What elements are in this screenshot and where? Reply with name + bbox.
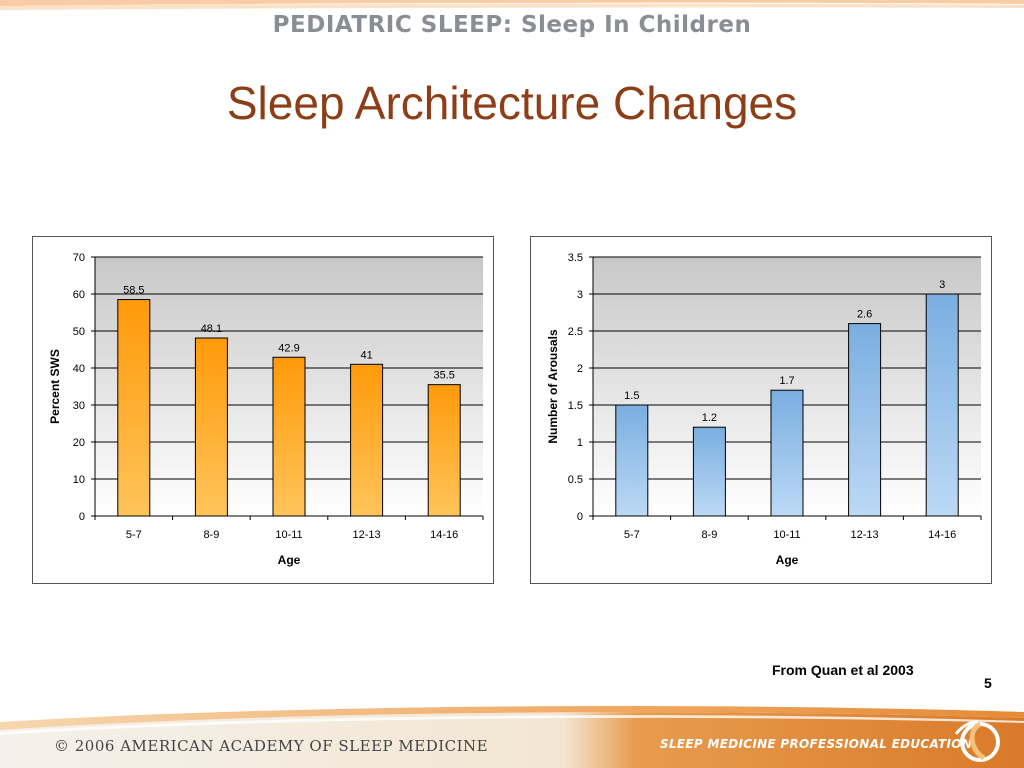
data-label: 35.5 xyxy=(433,370,454,382)
x-tick-label: 8-9 xyxy=(203,529,219,541)
y-tick-label: 2 xyxy=(577,363,583,375)
x-axis-label: Age xyxy=(278,553,301,567)
x-axis-label: Age xyxy=(776,553,799,567)
data-label: 2.6 xyxy=(857,309,872,321)
x-tick-label: 12-13 xyxy=(353,529,381,541)
x-tick-label: 14-16 xyxy=(430,529,458,541)
bar xyxy=(925,293,959,517)
y-tick-label: 60 xyxy=(73,289,85,301)
y-tick-label: 2.5 xyxy=(568,326,583,338)
data-label: 1.2 xyxy=(702,412,717,424)
logo-icon xyxy=(954,720,1000,762)
x-tick-label: 5-7 xyxy=(624,529,640,541)
chart-arousals-svg: 0 0.5 1 1.5 2 2.5 3 3.5 1.5 5-7 1.2 8-9 1.7 10-11 2.6 1… xyxy=(546,252,982,567)
y-tick-label: 0 xyxy=(79,511,85,523)
y-tick-label: 30 xyxy=(73,400,85,412)
y-axis-label: Number of Arousals xyxy=(546,329,560,444)
y-tick-label: 0.5 xyxy=(568,474,583,486)
chart-percent-sws: 0 10 20 30 40 50 60 70 58.5 5-7 48.1 8-9 42.9 10-11 41… xyxy=(32,236,494,584)
y-tick-label: 10 xyxy=(73,474,85,486)
bar xyxy=(770,389,804,517)
bar xyxy=(272,356,306,517)
bar xyxy=(427,384,461,517)
x-tick-label: 14-16 xyxy=(928,529,956,541)
x-tick-label: 10-11 xyxy=(773,529,800,541)
x-tick-label: 5-7 xyxy=(126,529,142,541)
bar xyxy=(848,323,882,517)
page-number: 5 xyxy=(984,675,992,691)
y-tick-label: 0 xyxy=(577,511,583,523)
x-tick-label: 10-11 xyxy=(275,529,302,541)
bar xyxy=(615,404,649,517)
data-label: 58.5 xyxy=(123,285,144,297)
chart-arousals: 0 0.5 1 1.5 2 2.5 3 3.5 1.5 5-7 1.2 8-9 1.7 10-11 2.6 1… xyxy=(530,236,992,584)
bar xyxy=(692,426,726,517)
data-label: 1.5 xyxy=(624,390,639,402)
top-swoosh-decoration xyxy=(0,0,1024,10)
y-tick-label: 1 xyxy=(577,437,583,449)
y-tick-label: 70 xyxy=(73,252,85,264)
footer-copyright: © 2006 AMERICAN ACADEMY OF SLEEP MEDICIN… xyxy=(54,737,489,755)
y-tick-label: 50 xyxy=(73,326,85,338)
y-tick-label: 1.5 xyxy=(568,400,583,412)
bar xyxy=(194,337,228,517)
slide-title: Sleep Architecture Changes xyxy=(226,77,798,129)
x-tick-label: 12-13 xyxy=(851,529,879,541)
y-tick-label: 40 xyxy=(73,363,85,375)
data-label: 1.7 xyxy=(779,375,794,387)
y-tick-label: 3 xyxy=(577,289,583,301)
data-label: 42.9 xyxy=(278,342,299,354)
source-note: From Quan et al 2003 xyxy=(772,662,914,678)
footer-band xyxy=(0,706,1024,768)
header-title: PEDIATRIC SLEEP: Sleep In Children xyxy=(272,12,752,38)
bar xyxy=(117,299,151,517)
x-tick-label: 8-9 xyxy=(701,529,717,541)
bar xyxy=(350,363,384,517)
y-tick-label: 20 xyxy=(73,437,85,449)
chart-percent-sws-svg: 0 10 20 30 40 50 60 70 58.5 5-7 48.1 8-9 42.9 10-11 41… xyxy=(48,252,484,567)
data-label: 48.1 xyxy=(201,323,222,335)
footer-education: SLEEP MEDICINE PROFESSIONAL EDUCATION xyxy=(660,737,973,751)
y-axis-label: Percent SWS xyxy=(48,349,62,424)
data-label: 3 xyxy=(939,279,945,291)
y-tick-label: 3.5 xyxy=(568,252,583,264)
data-label: 41 xyxy=(360,349,372,361)
